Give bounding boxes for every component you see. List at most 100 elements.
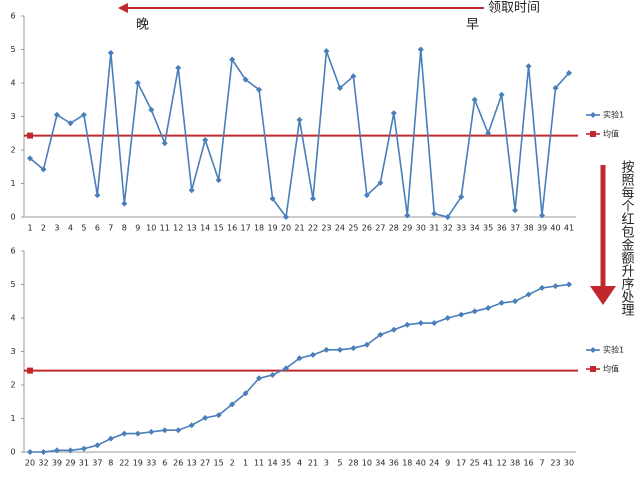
x-tick-label: 9 xyxy=(445,459,450,468)
point xyxy=(390,110,397,117)
point xyxy=(498,91,505,98)
point xyxy=(40,166,47,173)
x-tick-label: 29 xyxy=(65,459,75,468)
x-tick-label: 8 xyxy=(122,224,127,233)
x-tick-label: 27 xyxy=(200,459,210,468)
x-tick-label: 18 xyxy=(402,459,412,468)
legend-marker xyxy=(590,112,596,118)
point xyxy=(417,46,424,53)
x-tick-label: 40 xyxy=(550,224,560,233)
point xyxy=(148,106,155,113)
x-tick-label: 6 xyxy=(95,224,100,233)
point xyxy=(121,430,128,437)
y-tick-label: 3 xyxy=(10,347,15,356)
point xyxy=(404,321,411,328)
point xyxy=(417,320,424,327)
point xyxy=(350,345,357,352)
point xyxy=(444,315,451,321)
point xyxy=(566,69,572,76)
point xyxy=(283,365,290,372)
x-tick-label: 28 xyxy=(348,459,358,468)
point xyxy=(121,200,128,207)
x-tick-label: 24 xyxy=(429,459,439,468)
x-tick-label: 37 xyxy=(92,459,102,468)
x-tick-label: 35 xyxy=(281,459,291,468)
point xyxy=(336,85,343,92)
x-tick-label: 13 xyxy=(187,224,197,233)
point xyxy=(229,56,236,63)
point xyxy=(53,111,60,118)
y-tick-label: 0 xyxy=(10,213,15,222)
point xyxy=(390,326,397,333)
point xyxy=(80,111,87,118)
x-tick-label: 27 xyxy=(375,224,385,233)
x-tick-label: 3 xyxy=(54,224,59,233)
point xyxy=(27,155,33,162)
x-tick-label: 10 xyxy=(146,224,156,233)
legend-label: 均值 xyxy=(603,364,619,374)
point xyxy=(188,422,195,429)
x-tick-label: 30 xyxy=(416,224,426,233)
x-tick-label: 17 xyxy=(456,459,466,468)
x-tick-label: 19 xyxy=(133,459,143,468)
point xyxy=(229,401,236,408)
point xyxy=(323,48,330,55)
x-tick-label: 4 xyxy=(297,459,302,468)
point xyxy=(363,192,370,199)
legend-label: 均值 xyxy=(603,129,619,139)
point xyxy=(296,116,303,123)
point xyxy=(107,49,114,56)
legend-marker xyxy=(590,366,596,372)
y-tick-label: 0 xyxy=(10,448,15,457)
point xyxy=(175,64,182,71)
x-tick-label: 23 xyxy=(550,459,560,468)
point xyxy=(215,412,222,419)
x-tick-label: 36 xyxy=(389,459,399,468)
point xyxy=(471,308,478,315)
x-tick-label: 34 xyxy=(375,459,385,468)
x-tick-label: 41 xyxy=(564,224,574,233)
point xyxy=(283,214,290,220)
x-tick-label: 17 xyxy=(241,224,251,233)
point xyxy=(188,187,195,194)
arrow-head xyxy=(590,286,616,305)
x-tick-label: 26 xyxy=(173,459,183,468)
point xyxy=(134,430,141,437)
y-tick-label: 5 xyxy=(10,280,15,289)
x-tick-label: 41 xyxy=(483,459,493,468)
x-tick-label: 10 xyxy=(362,459,372,468)
point xyxy=(242,390,249,397)
x-tick-label: 11 xyxy=(254,459,264,468)
point xyxy=(404,212,411,219)
x-tick-label: 34 xyxy=(470,224,480,233)
x-tick-label: 33 xyxy=(456,224,466,233)
x-tick-label: 5 xyxy=(81,224,86,233)
x-tick-label: 9 xyxy=(135,224,140,233)
annotation: 按照每个红包金额升序处理 xyxy=(619,160,635,316)
point xyxy=(377,331,384,338)
x-tick-label: 32 xyxy=(38,459,48,468)
x-tick-label: 15 xyxy=(214,459,224,468)
x-tick-label: 33 xyxy=(146,459,156,468)
x-tick-label: 8 xyxy=(108,459,113,468)
x-tick-label: 22 xyxy=(308,224,318,233)
point xyxy=(539,212,546,219)
point xyxy=(512,207,519,214)
point xyxy=(471,96,478,103)
x-tick-label: 35 xyxy=(483,224,493,233)
point xyxy=(377,179,384,186)
point xyxy=(161,140,168,147)
x-tick-label: 31 xyxy=(79,459,89,468)
legend-label: 实验1 xyxy=(603,110,624,120)
point xyxy=(431,320,438,327)
x-tick-label: 36 xyxy=(497,224,507,233)
x-tick-label: 30 xyxy=(564,459,574,468)
y-tick-label: 6 xyxy=(10,247,15,256)
point xyxy=(431,210,438,217)
point xyxy=(256,86,263,93)
y-tick-label: 4 xyxy=(10,79,15,88)
point xyxy=(202,414,209,421)
y-tick-label: 2 xyxy=(10,146,15,155)
x-tick-label: 38 xyxy=(523,224,533,233)
point xyxy=(107,435,114,442)
